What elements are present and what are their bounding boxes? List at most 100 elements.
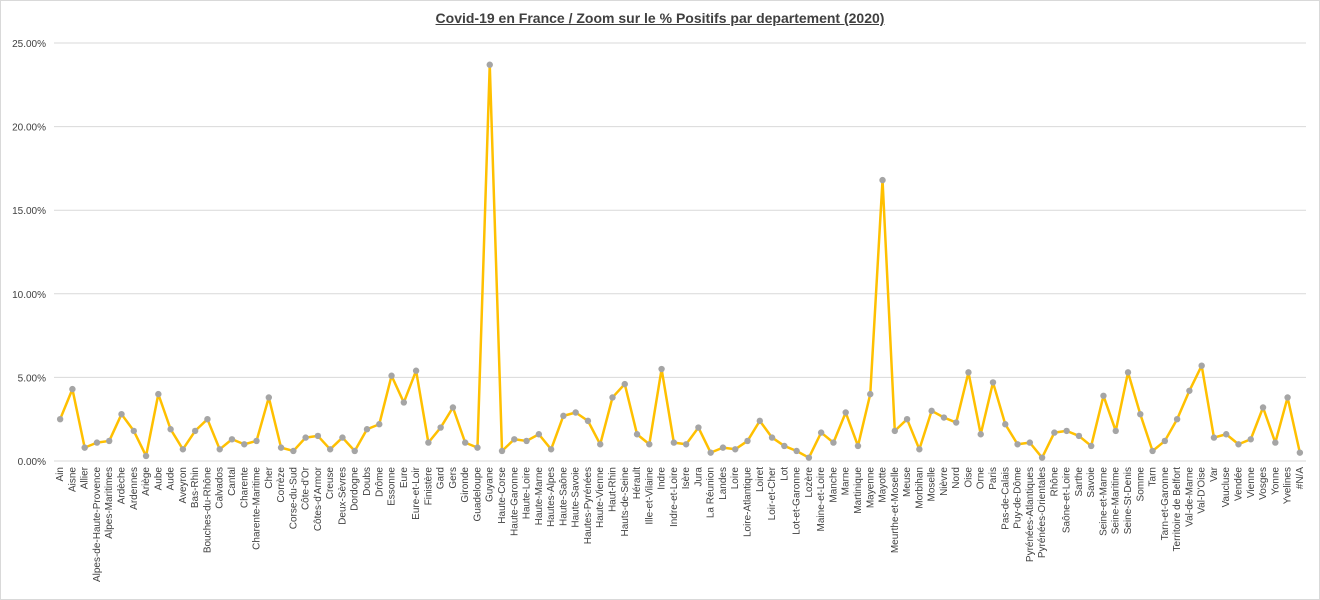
data-point[interactable] bbox=[69, 385, 76, 393]
data-point[interactable] bbox=[376, 421, 383, 428]
data-point[interactable] bbox=[989, 379, 997, 386]
data-point[interactable] bbox=[363, 426, 371, 433]
data-point[interactable] bbox=[253, 437, 260, 445]
data-point[interactable] bbox=[609, 394, 616, 401]
data-point[interactable] bbox=[511, 436, 518, 443]
data-point[interactable] bbox=[903, 416, 911, 423]
data-point[interactable] bbox=[1038, 454, 1046, 461]
data-point[interactable] bbox=[1223, 431, 1230, 438]
data-point[interactable] bbox=[339, 434, 346, 441]
data-point[interactable] bbox=[670, 439, 678, 446]
data-point[interactable] bbox=[1112, 427, 1119, 435]
data-point[interactable] bbox=[1284, 394, 1291, 401]
data-point[interactable] bbox=[118, 410, 125, 418]
data-point[interactable] bbox=[560, 412, 567, 420]
data-point[interactable] bbox=[977, 431, 984, 438]
data-point[interactable] bbox=[781, 442, 788, 450]
data-point[interactable] bbox=[1063, 427, 1070, 435]
data-point[interactable] bbox=[1137, 410, 1144, 418]
data-point[interactable] bbox=[412, 367, 420, 374]
data-point[interactable] bbox=[1210, 434, 1218, 441]
data-point[interactable] bbox=[854, 442, 862, 450]
data-point[interactable] bbox=[695, 424, 702, 431]
data-point[interactable] bbox=[732, 446, 739, 453]
data-point[interactable] bbox=[191, 427, 199, 435]
data-point[interactable] bbox=[535, 431, 543, 438]
data-point[interactable] bbox=[228, 436, 236, 443]
data-point[interactable] bbox=[1259, 404, 1267, 411]
data-point[interactable] bbox=[474, 444, 481, 451]
data-point[interactable] bbox=[167, 426, 174, 433]
data-point[interactable] bbox=[682, 441, 690, 448]
data-point[interactable] bbox=[867, 390, 874, 398]
data-point[interactable] bbox=[916, 446, 923, 453]
data-point[interactable] bbox=[756, 417, 763, 425]
data-point[interactable] bbox=[830, 439, 837, 446]
data-point[interactable] bbox=[155, 390, 162, 398]
data-point[interactable] bbox=[1026, 439, 1034, 446]
data-point[interactable] bbox=[461, 439, 469, 446]
data-point[interactable] bbox=[1247, 436, 1254, 443]
data-point[interactable] bbox=[56, 416, 64, 423]
data-point[interactable] bbox=[1198, 362, 1205, 369]
data-point[interactable] bbox=[142, 452, 150, 460]
data-point[interactable] bbox=[891, 427, 899, 435]
data-point[interactable] bbox=[388, 372, 395, 379]
data-point[interactable] bbox=[400, 399, 408, 406]
data-point[interactable] bbox=[793, 447, 800, 455]
data-point[interactable] bbox=[437, 424, 444, 431]
data-point[interactable] bbox=[965, 369, 972, 376]
data-point[interactable] bbox=[425, 439, 432, 446]
data-point[interactable] bbox=[1296, 449, 1304, 456]
data-point[interactable] bbox=[1002, 421, 1009, 428]
data-point[interactable] bbox=[572, 409, 579, 416]
data-point[interactable] bbox=[1186, 387, 1193, 394]
data-point[interactable] bbox=[768, 434, 776, 441]
data-point[interactable] bbox=[928, 407, 935, 415]
data-point[interactable] bbox=[805, 454, 813, 461]
data-point[interactable] bbox=[204, 416, 211, 423]
data-point[interactable] bbox=[93, 439, 101, 446]
data-point[interactable] bbox=[498, 447, 506, 455]
data-point[interactable] bbox=[879, 176, 886, 184]
data-point[interactable] bbox=[81, 444, 88, 451]
data-point[interactable] bbox=[1272, 439, 1279, 446]
data-point[interactable] bbox=[744, 437, 751, 445]
data-point[interactable] bbox=[302, 434, 309, 441]
data-point[interactable] bbox=[1149, 447, 1156, 455]
data-point[interactable] bbox=[314, 432, 322, 440]
data-point[interactable] bbox=[719, 444, 727, 451]
data-point[interactable] bbox=[1124, 369, 1132, 376]
data-point[interactable] bbox=[290, 447, 297, 455]
data-point[interactable] bbox=[1235, 441, 1242, 448]
data-point[interactable] bbox=[1051, 429, 1058, 436]
data-point[interactable] bbox=[351, 447, 358, 455]
data-point[interactable] bbox=[707, 449, 714, 456]
data-point[interactable] bbox=[265, 394, 273, 401]
data-point[interactable] bbox=[1161, 437, 1169, 445]
data-point[interactable] bbox=[1014, 441, 1021, 448]
data-point[interactable] bbox=[1173, 416, 1181, 423]
data-point[interactable] bbox=[486, 61, 493, 68]
data-point[interactable] bbox=[179, 446, 187, 453]
data-point[interactable] bbox=[597, 441, 604, 448]
data-point[interactable] bbox=[952, 419, 960, 426]
data-point[interactable] bbox=[842, 409, 849, 416]
data-point[interactable] bbox=[1075, 432, 1083, 440]
data-point[interactable] bbox=[646, 441, 653, 448]
data-point[interactable] bbox=[633, 431, 641, 438]
data-point[interactable] bbox=[523, 437, 530, 445]
data-point[interactable] bbox=[216, 446, 223, 453]
data-point[interactable] bbox=[241, 441, 248, 448]
data-point[interactable] bbox=[817, 429, 825, 436]
data-point[interactable] bbox=[1100, 392, 1107, 399]
data-point[interactable] bbox=[449, 404, 457, 411]
data-point[interactable] bbox=[130, 427, 137, 435]
data-point[interactable] bbox=[277, 444, 285, 451]
data-point[interactable] bbox=[658, 365, 665, 373]
data-point[interactable] bbox=[584, 417, 592, 425]
data-point[interactable] bbox=[106, 437, 113, 445]
data-point[interactable] bbox=[621, 380, 628, 388]
data-point[interactable] bbox=[940, 414, 948, 421]
data-point[interactable] bbox=[547, 446, 555, 453]
